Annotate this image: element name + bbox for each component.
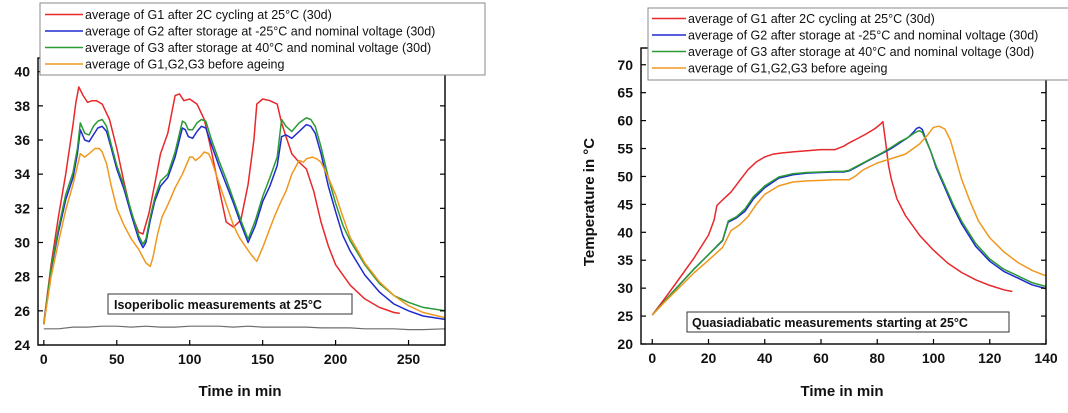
left-chart-series-line-initial [43, 147, 445, 325]
left-chart-x-tick-label: 100 [178, 351, 202, 367]
right-chart-y-tick-label: 60 [617, 113, 633, 129]
left-chart-x-axis-title: Time in min [198, 383, 281, 400]
right-chart-x-tick-label: 100 [922, 350, 946, 366]
legend-label-g3: average of G3 after storage at 40°C and … [85, 41, 431, 55]
right-chart-y-tick-label: 55 [617, 141, 633, 157]
legend-label-g2: average of G2 after storage at -25°C and… [85, 25, 435, 39]
legend-label-g1: average of G1 after 2C cycling at 25°C (… [688, 12, 935, 26]
left-chart-series-line-g1 [43, 86, 400, 323]
right-chart-x-tick-label: 80 [869, 350, 885, 366]
legend-label-initial: average of G1,G2,G3 before ageing [85, 58, 284, 72]
right-chart-y-tick-label: 65 [617, 85, 633, 101]
left-chart-y-tick-label: 28 [14, 269, 30, 285]
right-chart-y-tick-label: 45 [617, 196, 633, 212]
left-chart-series-line-ambient [43, 325, 445, 331]
annotation-box [686, 311, 1010, 333]
right-chart-y-tick-label: 20 [617, 336, 633, 352]
left-chart-series-line-g3 [43, 117, 445, 325]
right-chart-ticks: 0 20 40 60 80 100 120 140 20 25 30 35 40 45 50 55 60 65 70 [617, 48, 1058, 366]
left-chart-y-tick-label: 38 [14, 98, 30, 114]
right-chart-y-tick-label: 40 [617, 224, 633, 240]
right-chart-x-tick-label: 140 [1034, 350, 1058, 366]
right-chart-x-tick-label: 120 [978, 350, 1002, 366]
right-chart-series-line-initial [651, 125, 1046, 316]
right-chart-x-tick-label: 40 [757, 350, 773, 366]
right-chart-series-line-g3 [651, 129, 1046, 316]
legend-label-g2: average of G2 after storage at -25°C and… [688, 29, 1038, 43]
legend-label-initial: average of G1,G2,G3 before ageing [688, 62, 887, 76]
left-chart-x-tick-label: 50 [109, 351, 125, 367]
legend-label-g1: average of G1 after 2C cycling at 25°C (… [85, 8, 332, 22]
annotation-label: Isoperibolic measurements at 25°C [114, 298, 322, 312]
right-chart-legend: average of G1 after 2C cycling at 25°C (… [647, 7, 1068, 81]
left-chart-annotation: Isoperibolic measurements at 25°C [107, 293, 353, 315]
legend-box [39, 2, 486, 76]
left-chart-x-tick-label: 0 [40, 351, 48, 367]
right-chart-series [651, 120, 1046, 316]
left-chart-y-tick-label: 40 [14, 64, 30, 80]
right-chart-series-line-g1 [651, 120, 1013, 316]
right-chart-y-tick-label: 25 [617, 308, 633, 324]
left-chart-legend: average of G1 after 2C cycling at 25°C (… [39, 2, 486, 76]
right-chart-x-axis-title: Time in min [800, 383, 883, 400]
legend-box [647, 7, 1068, 81]
left-chart-y-tick-label: 36 [14, 132, 30, 148]
left-chart-x-tick-label: 200 [324, 351, 348, 367]
right-chart-series-line-g2 [651, 126, 1046, 316]
right-chart-plot-frame [640, 47, 1047, 345]
left-chart-y-tick-label: 30 [14, 235, 30, 251]
right-chart-x-tick-label: 0 [648, 350, 656, 366]
right-chart-quasiadiabatic: 0 20 40 60 80 100 120 140 20 25 30 35 40 45 50 55 60 65 70… [581, 7, 1068, 400]
annotation-box [107, 293, 353, 315]
left-chart-series-line-g2 [43, 123, 445, 325]
left-chart-y-tick-label: 26 [14, 303, 30, 319]
left-chart-x-tick-label: 150 [251, 351, 275, 367]
right-chart-x-tick-label: 20 [701, 350, 717, 366]
right-chart-y-tick-label: 30 [617, 280, 633, 296]
right-chart-x-tick-label: 60 [813, 350, 829, 366]
right-chart-annotation: Quasiadiabatic measurements starting at … [686, 311, 1010, 333]
left-chart-y-tick-label: 32 [14, 200, 30, 216]
annotation-label: Quasiadiabatic measurements starting at … [692, 316, 968, 330]
left-chart-y-tick-label: 34 [14, 166, 30, 182]
right-chart-y-tick-label: 35 [617, 252, 633, 268]
legend-label-g3: average of G3 after storage at 40°C and … [688, 45, 1034, 59]
right-chart-y-tick-label: 50 [617, 168, 633, 184]
left-chart-y-tick-label: 24 [14, 337, 30, 353]
right-chart-y-axis-title: Temperature in °C [581, 138, 598, 266]
left-chart-isoperibolic: 0 50 100 150 200 250 24 26 28 30 32 34 36 38 40 Time i… [14, 2, 486, 400]
left-chart-x-tick-label: 250 [397, 351, 421, 367]
left-chart-series [43, 86, 445, 331]
right-chart-y-tick-label: 70 [617, 57, 633, 73]
